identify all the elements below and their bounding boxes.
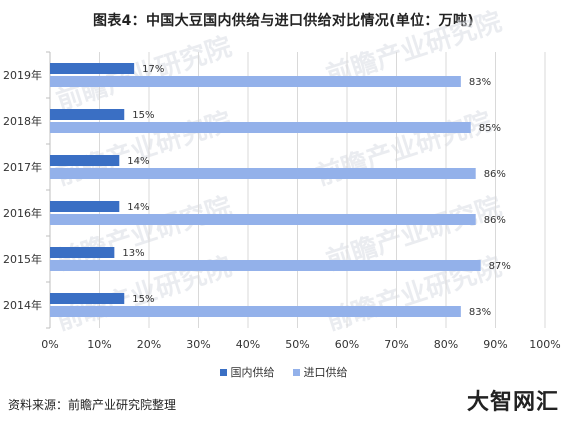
data-label-import: 86% [484, 215, 506, 226]
bar-domestic [50, 63, 135, 74]
bar-import [50, 214, 476, 225]
y-axis: 2019年 2018年 2017年 2016年 2015年 2014年 [3, 51, 50, 329]
bar-import [50, 122, 471, 133]
bar-domestic [50, 293, 125, 304]
x-tick-label: 30% [186, 338, 210, 351]
legend-item-domestic: 国内供给 [219, 364, 275, 380]
bar-import [50, 168, 476, 179]
x-tick-label: 100% [529, 338, 560, 351]
legend-item-import: 进口供给 [292, 364, 348, 380]
bar-domestic [50, 201, 120, 212]
data-labels: 17% 83% 15% 85% 14% 86% 14% 86% 13% 87% 15% 83% [122, 64, 511, 318]
data-label-domestic: 14% [127, 156, 149, 167]
x-tick-label: 90% [483, 338, 507, 351]
data-label-domestic: 13% [122, 248, 144, 259]
y-tick-label: 2015年 [3, 252, 42, 266]
brand-logo: 大智网汇 [466, 390, 559, 415]
y-tick-label: 2018年 [3, 114, 42, 128]
x-tick-label: 60% [335, 338, 359, 351]
bar-domestic [50, 155, 120, 166]
data-label-domestic: 17% [142, 64, 164, 75]
legend-label-import: 进口供给 [303, 366, 348, 379]
y-tick-label: 2016年 [3, 206, 42, 220]
x-tick-label: 10% [87, 338, 111, 351]
bar-import [50, 260, 481, 271]
data-label-domestic: 15% [132, 294, 154, 305]
legend: 国内供给 进口供给 [0, 364, 567, 380]
x-axis: 0% 10% 20% 30% 40% 50% 60% 70% 80% 90% 100% [41, 338, 560, 351]
y-tick-label: 2017年 [3, 160, 42, 174]
x-tick-label: 40% [236, 338, 260, 351]
data-label-import: 86% [484, 169, 506, 180]
y-tick-label: 2019年 [3, 68, 42, 82]
x-tick-label: 20% [137, 338, 161, 351]
bar-domestic [50, 109, 125, 120]
legend-swatch-import [292, 368, 300, 376]
source-note: 资料来源：前瞻产业研究院整理 [8, 398, 177, 412]
bar-import [50, 76, 461, 87]
bar-domestic [50, 247, 115, 258]
data-label-import: 83% [469, 77, 491, 88]
x-tick-label: 50% [285, 338, 309, 351]
bars [50, 63, 481, 317]
x-tick-label: 70% [384, 338, 408, 351]
data-label-import: 85% [479, 123, 501, 134]
data-label-domestic: 15% [132, 110, 154, 121]
y-tick-label: 2014年 [3, 298, 42, 312]
data-label-import: 87% [489, 261, 511, 272]
legend-swatch-domestic [219, 368, 227, 376]
x-tick-label: 0% [41, 338, 58, 351]
data-label-domestic: 14% [127, 202, 149, 213]
x-tick-label: 80% [434, 338, 458, 351]
bar-import [50, 306, 461, 317]
chart-title: 图表4：中国大豆国内供给与进口供给对比情况(单位：万吨) [93, 13, 474, 29]
legend-label-domestic: 国内供给 [230, 366, 275, 379]
data-label-import: 83% [469, 307, 491, 318]
